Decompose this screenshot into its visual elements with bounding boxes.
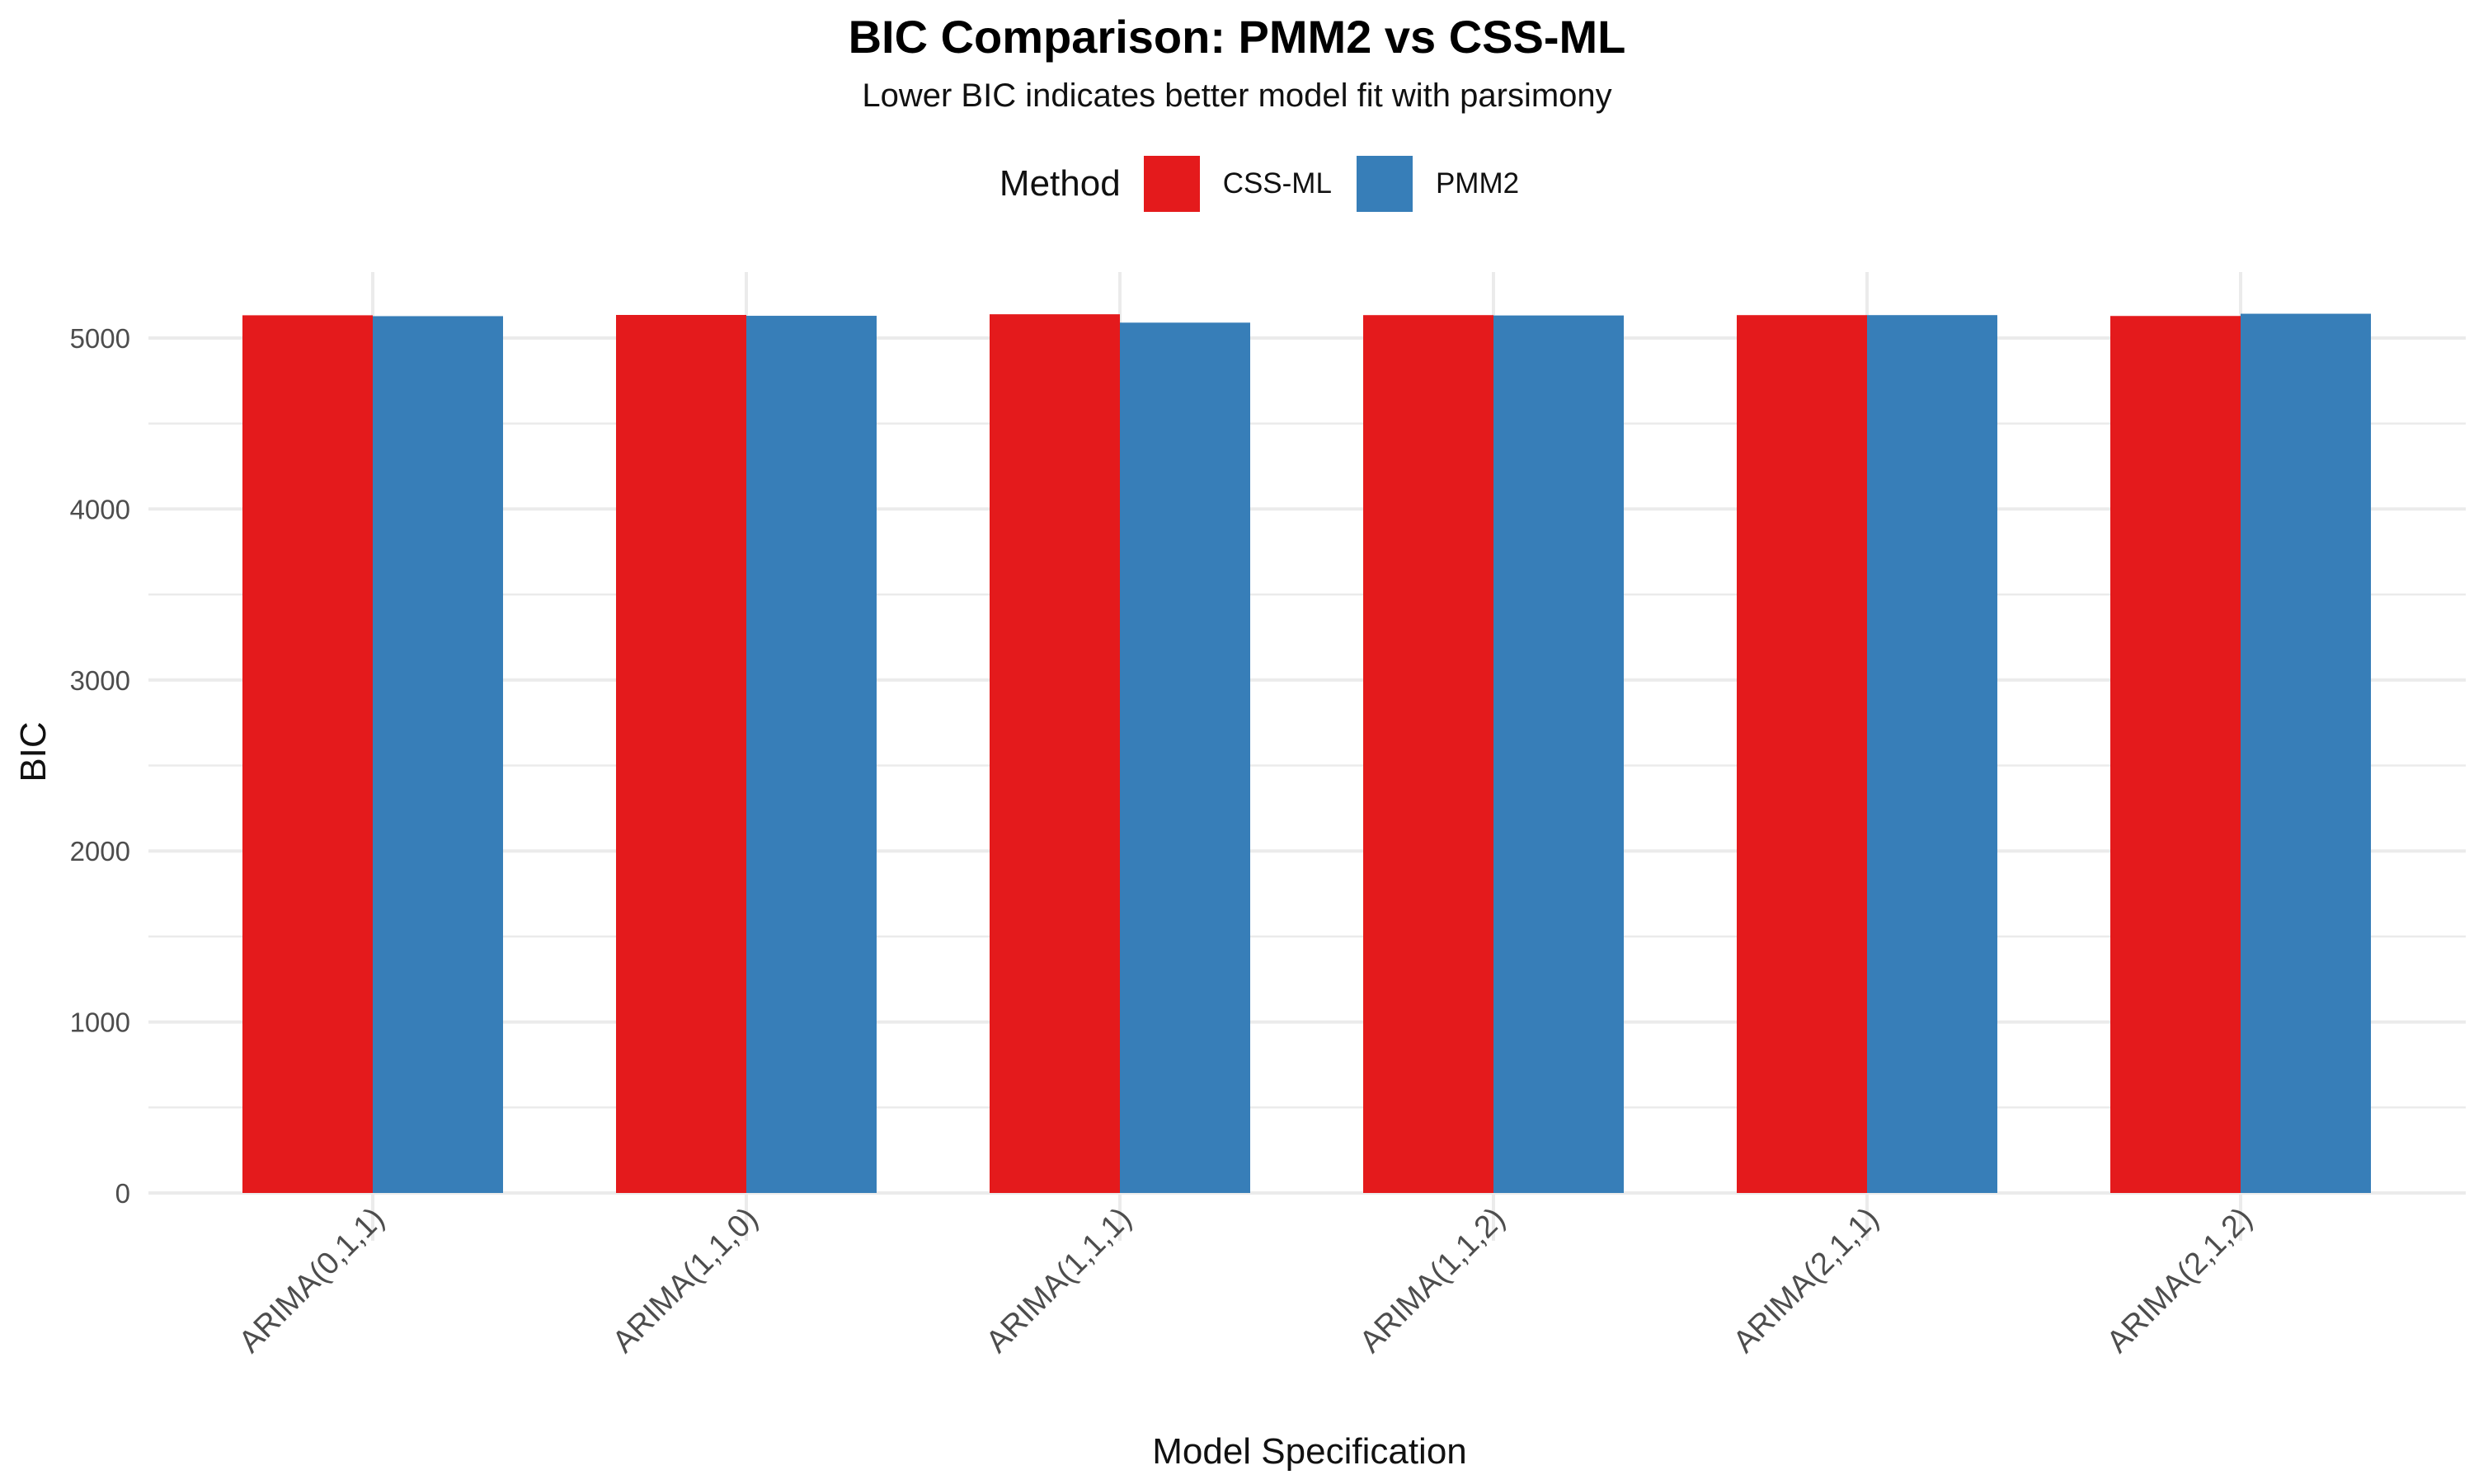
y-tick-label: 3000 bbox=[70, 665, 130, 696]
legend-label-pmm2: PMM2 bbox=[1435, 167, 1520, 200]
y-tick-label: 0 bbox=[115, 1178, 130, 1209]
y-tick-label: 1000 bbox=[70, 1007, 130, 1038]
legend: Method CSS-ML PMM2 bbox=[0, 155, 2474, 213]
y-axis-title: BIC bbox=[13, 721, 54, 782]
bar-css-ml-2 bbox=[990, 314, 1120, 1193]
chart-title: BIC Comparison: PMM2 vs CSS-ML bbox=[848, 11, 1626, 63]
bar-pmm2-5 bbox=[2241, 313, 2371, 1193]
bar-pmm2-1 bbox=[746, 316, 877, 1194]
x-tick-label: ARIMA(1,1,2) bbox=[1353, 1201, 1512, 1360]
bar-pmm2-3 bbox=[1493, 315, 1624, 1194]
bar-css-ml-4 bbox=[1737, 315, 1867, 1194]
chart-subtitle: Lower BIC indicates better model fit wit… bbox=[862, 77, 1612, 114]
legend-key-pmm2 bbox=[1356, 156, 1413, 212]
bar-css-ml-1 bbox=[616, 315, 746, 1194]
legend-title: Method bbox=[999, 163, 1121, 204]
y-tick-label: 4000 bbox=[70, 494, 130, 524]
bar-pmm2-2 bbox=[1120, 322, 1250, 1194]
y-tick-label: 2000 bbox=[70, 836, 130, 866]
legend-key-css-ml bbox=[1143, 156, 1200, 212]
x-tick-label: ARIMA(1,1,1) bbox=[980, 1201, 1138, 1360]
x-tick-label: ARIMA(1,1,0) bbox=[606, 1201, 764, 1360]
bar-css-ml-0 bbox=[242, 315, 373, 1194]
legend-label-css-ml: CSS-ML bbox=[1222, 167, 1332, 200]
x-axis-title: Model Specification bbox=[1152, 1431, 1467, 1472]
bar-css-ml-3 bbox=[1363, 315, 1493, 1194]
legend-item-pmm2: PMM2 bbox=[1356, 156, 1520, 212]
bar-css-ml-5 bbox=[2110, 316, 2241, 1194]
x-tick-label: ARIMA(2,1,2) bbox=[2100, 1201, 2259, 1360]
legend-item-css-ml: CSS-ML bbox=[1143, 156, 1332, 212]
x-tick-label: ARIMA(0,1,1) bbox=[233, 1201, 391, 1360]
bar-pmm2-4 bbox=[1867, 315, 1997, 1194]
bar-layer bbox=[242, 313, 2371, 1194]
x-tick-label: ARIMA(2,1,1) bbox=[1727, 1201, 1885, 1360]
bar-pmm2-0 bbox=[373, 316, 503, 1194]
y-tick-label: 5000 bbox=[70, 323, 130, 354]
